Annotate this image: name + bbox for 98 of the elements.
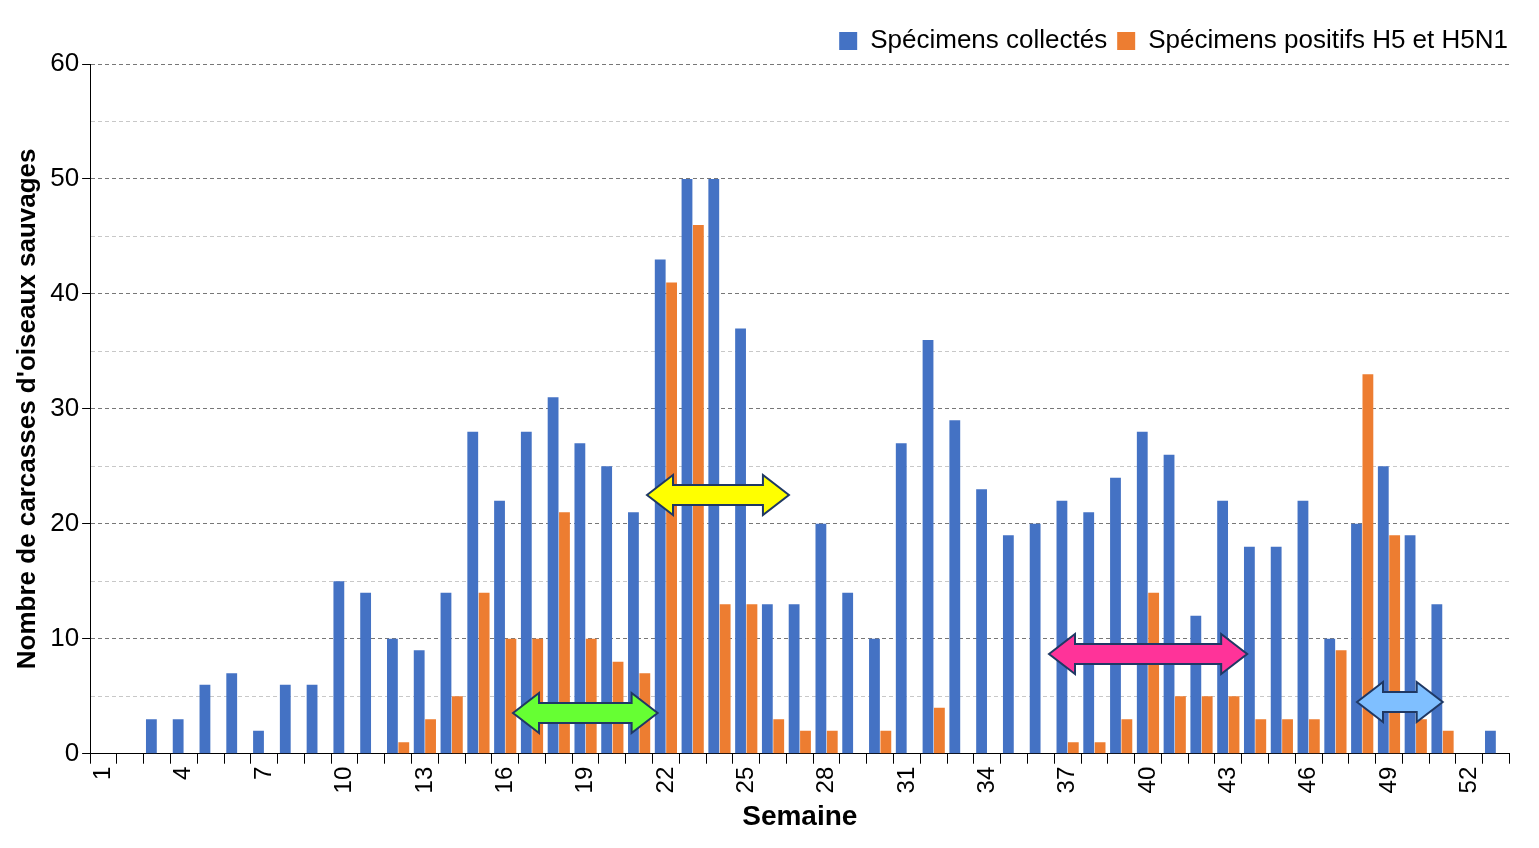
bar [735,328,746,754]
bar [520,431,532,754]
x-tick-label: 28 [811,766,839,794]
y-tick-label: 40 [50,277,80,308]
bar [1094,742,1106,754]
bar [387,638,398,754]
bar [226,673,238,754]
x-tick-label: 10 [329,766,357,794]
bar [440,592,452,754]
x-tick-label: 1 [88,766,116,781]
bar [692,224,704,754]
bar [895,443,907,754]
bar [1270,546,1282,754]
y-axis-title: Nombre de carcasses d'oiseaux sauvages [10,148,41,670]
bar [1175,696,1186,754]
bar [1485,730,1496,754]
x-tick-label: 25 [730,766,758,794]
bar [494,500,505,754]
bar [253,730,264,754]
legend-label: Spécimens positifs H5 et H5N1 [1148,24,1508,55]
bar [815,523,827,754]
bar [1362,374,1374,754]
x-tick-label: 4 [168,766,196,781]
bar [1136,431,1148,754]
bar [1389,535,1401,754]
y-tick-label: 60 [50,47,80,78]
bar [826,730,838,754]
bar [976,489,987,754]
legend-label: Spécimens collectés [870,24,1108,55]
bar [1255,719,1267,754]
x-tick-label: 46 [1293,766,1321,794]
bar [505,638,517,754]
y-tick-label: 10 [50,621,80,652]
x-tick-label: 13 [409,766,437,794]
bar [1243,546,1255,754]
bar [145,719,157,754]
x-tick-label: 16 [489,766,517,794]
bar [574,443,586,754]
bar [1110,477,1121,754]
bar [1324,638,1336,754]
bar [1282,719,1293,754]
bar [922,339,934,754]
y-tick-label: 20 [50,506,80,537]
bar [333,581,345,754]
x-tick-label: 49 [1373,766,1401,794]
bar [199,684,211,754]
bar [880,730,892,754]
bar [1351,523,1362,754]
bar [467,431,479,754]
bar [360,592,372,754]
bar [1002,535,1014,754]
bar [869,638,880,754]
bar [800,730,811,754]
bar [788,604,800,754]
bar [451,696,463,754]
y-tick-label: 0 [64,736,80,767]
bar [279,684,291,754]
x-tick-label: 43 [1212,766,1240,794]
bar [1083,512,1095,754]
bar [746,604,758,754]
bar [1067,742,1079,754]
bar [1442,730,1454,754]
x-tick-label: 37 [1052,766,1080,794]
bar [1029,523,1041,754]
bar [478,592,490,754]
bar [719,604,731,754]
x-tick-label: 31 [891,766,919,794]
bar [773,719,785,754]
x-tick-label: 19 [570,766,598,794]
x-axis-title: Semaine [742,799,858,831]
bar [1335,650,1347,754]
x-tick-label: 22 [650,766,678,794]
bar [306,684,318,754]
bar [601,466,613,754]
y-tick-label: 30 [50,392,80,423]
bar [1121,719,1133,754]
x-tick-label: 40 [1132,766,1160,794]
bar [1431,604,1443,754]
bar [934,707,945,754]
bar [1201,696,1213,754]
bar [172,719,184,754]
bar [654,259,666,754]
x-tick-label: 52 [1453,766,1481,794]
bar [708,178,720,754]
bar [761,604,773,754]
bar [1308,719,1320,754]
bar [666,282,677,754]
y-tick-label: 50 [50,162,80,193]
bar [1416,719,1427,754]
bar [413,650,425,754]
x-tick-label: 34 [971,766,999,794]
bar [1297,500,1309,754]
x-tick-label: 7 [248,766,276,781]
bar [842,592,854,754]
bar [1228,696,1240,754]
bar [949,420,961,754]
bar [425,719,436,754]
bar [398,742,410,754]
